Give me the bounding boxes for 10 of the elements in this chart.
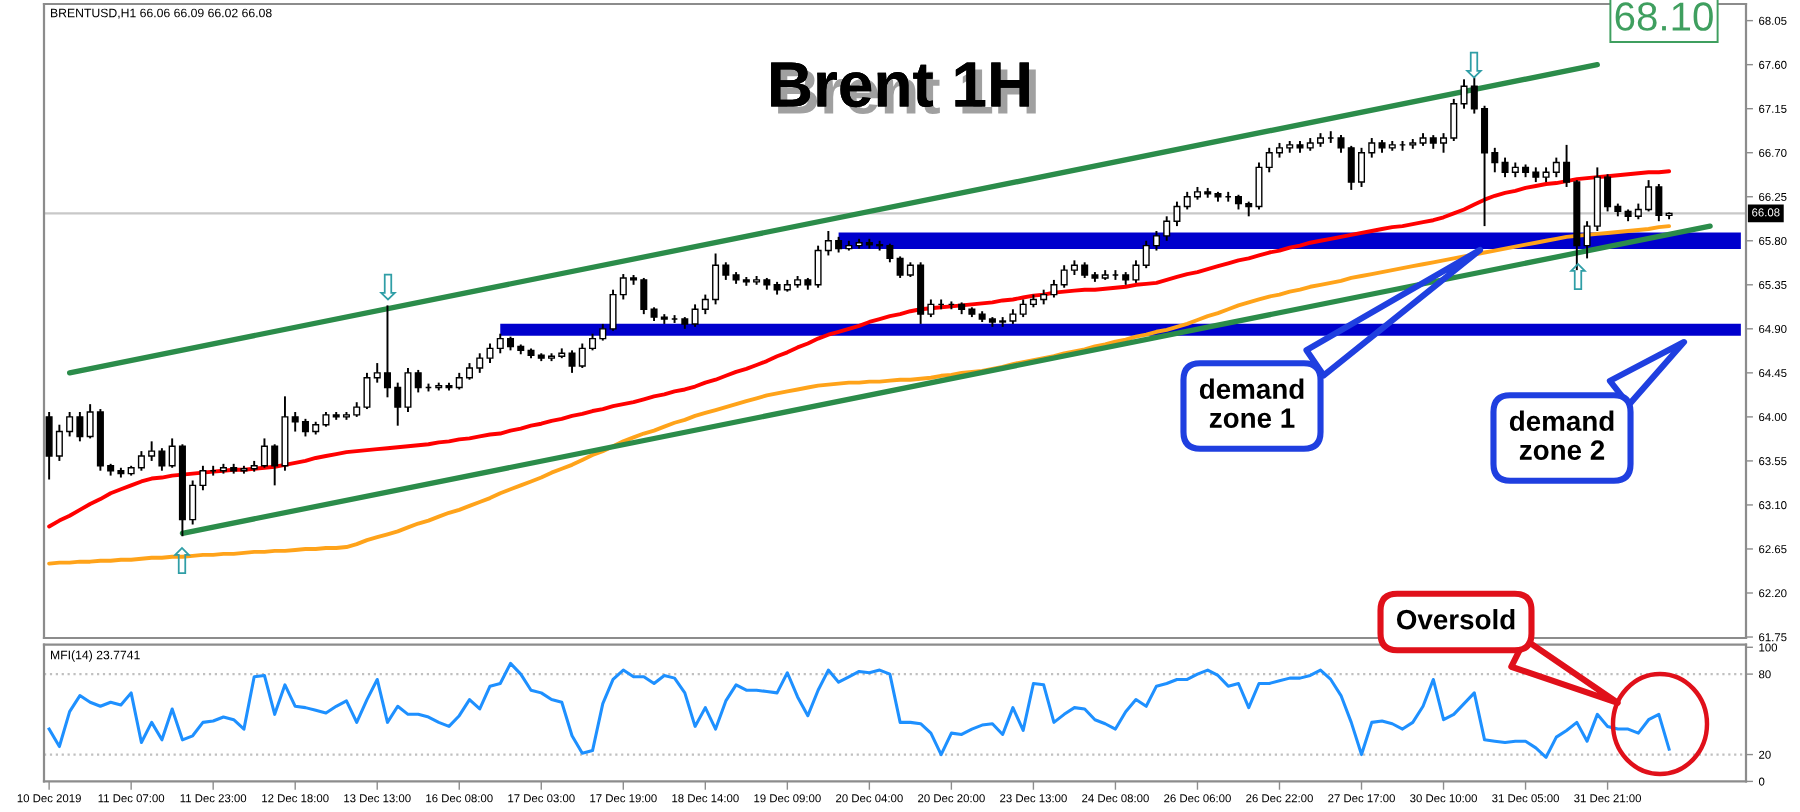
annotation: 68.10 — [1615, 2, 1713, 31]
line-series — [47, 661, 1671, 759]
annotation: Oversold — [1396, 609, 1515, 630]
annotation: demand zone 1 — [1199, 378, 1304, 428]
candlestick — [414, 368, 422, 394]
text: Brent 1H — [771, 62, 1036, 115]
annotation: ⇩ — [379, 273, 397, 301]
annotation: ⇧ — [1569, 262, 1587, 290]
annotation: ⇩ — [1465, 51, 1483, 79]
annotation: demand zone 2 — [1509, 410, 1614, 460]
